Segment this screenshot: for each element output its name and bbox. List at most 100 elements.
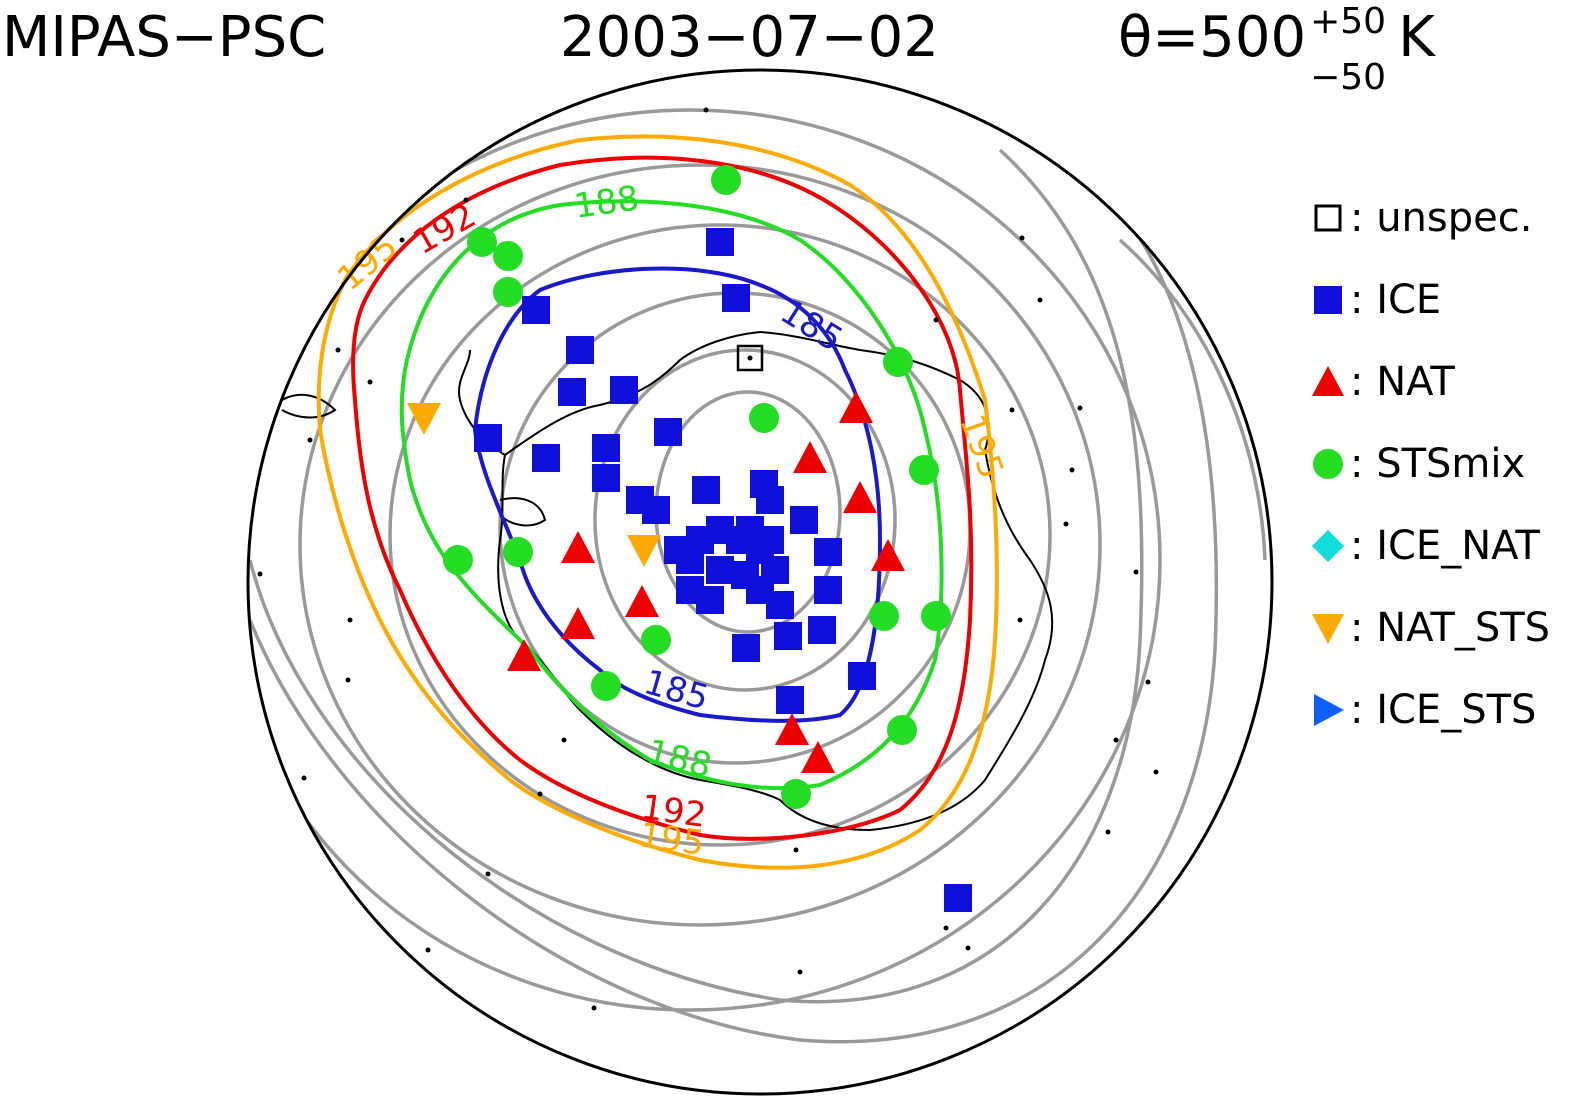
stsmix-marker [711, 165, 741, 195]
label-185-a: 185 [773, 292, 849, 360]
nat-marker [625, 585, 659, 617]
nat-sts-triangle-down-icon [1312, 614, 1344, 644]
theta-sub: −50 [1310, 57, 1387, 98]
measurement-dot [1063, 521, 1069, 527]
label-195-b: 195 [637, 815, 707, 864]
stsmix-marker [921, 601, 951, 631]
nat-marker [561, 531, 595, 563]
globe-outline [246, 68, 1274, 1096]
measurement-dot [1019, 235, 1025, 241]
nat-marker [871, 539, 905, 571]
measurement-dot [1113, 737, 1119, 743]
ice-marker [566, 336, 594, 364]
grey-contour-lines [248, 108, 1267, 1044]
legend-label-nat: : NAT [1350, 359, 1455, 405]
grey-contour-4 [388, 223, 1052, 847]
measurement-dot [399, 237, 405, 243]
legend-item-ice-nat: : ICE_NAT [1308, 518, 1540, 574]
stsmix-marker [887, 715, 917, 745]
grey-contour-2 [593, 348, 897, 692]
measurement-dot [307, 437, 313, 443]
theta-sup: +50 [1310, 1, 1387, 42]
ice-marker [774, 622, 802, 650]
ice-marker [776, 686, 804, 714]
theta-range: +50 −50 [1306, 1, 1398, 98]
legend-label-ice: : ICE [1350, 277, 1442, 323]
contour-192 [351, 155, 974, 841]
measurement-dot [965, 945, 971, 951]
ice-marker [766, 591, 794, 619]
grey-contour-7 [248, 148, 1144, 1004]
measurement-dot [537, 791, 543, 797]
stsmix-marker [641, 625, 671, 655]
unspec-icon [1314, 204, 1342, 232]
ice-marker [731, 561, 759, 589]
unspec-marker [736, 344, 764, 372]
ice-marker [654, 418, 682, 446]
nat-marker [843, 481, 877, 513]
ice-marker [756, 486, 784, 514]
grey-contour-8 [248, 168, 1219, 1044]
ice-marker [808, 616, 836, 644]
nat-triangle-icon [1312, 366, 1344, 396]
stsmix-circle-icon [1313, 449, 1343, 479]
stsmix-marker [591, 671, 621, 701]
stsmix-marker [883, 347, 913, 377]
ice-marker [756, 526, 784, 554]
measurement-dot [943, 925, 949, 931]
label-195-c: 195 [952, 409, 1012, 484]
ice-marker [592, 434, 620, 462]
legend-item-unspec: : unspec. [1308, 190, 1532, 246]
label-185-b: 185 [640, 662, 713, 718]
unspec-marker-dot [747, 355, 753, 361]
theta-unit: K [1398, 5, 1435, 70]
legend-label-unspec: : unspec. [1350, 195, 1533, 241]
legend-label-ice-sts: : ICE_STS [1350, 687, 1537, 733]
measurement-dot [591, 1005, 597, 1011]
psc-symbols [407, 165, 972, 912]
nat-marker [839, 391, 873, 423]
measurement-dot [335, 347, 341, 353]
grey-contour-6 [248, 108, 1162, 1012]
ice-marker [848, 662, 876, 690]
measurement-dot [425, 947, 431, 953]
measurement-dot [463, 197, 469, 203]
nat-marker [507, 639, 541, 671]
nat-marker [561, 607, 595, 639]
measurement-dot [485, 871, 491, 877]
legend-label-ice-nat: : ICE_NAT [1350, 523, 1540, 569]
measurement-dot [561, 737, 567, 743]
stsmix-marker [869, 601, 899, 631]
nat-sts-marker [407, 403, 441, 435]
measurement-dot [933, 317, 939, 323]
contour-185 [472, 266, 883, 723]
stsmix-marker [493, 277, 523, 307]
stsmix-marker [781, 779, 811, 809]
ice-sts-triangle-right-icon [1314, 694, 1344, 726]
measurement-dot [257, 571, 263, 577]
title-instrument: MIPAS−PSC [2, 5, 327, 70]
label-192-b: 192 [639, 787, 709, 836]
ice-marker [664, 536, 692, 564]
ice-marker [814, 576, 842, 604]
measurement-dot [347, 617, 353, 623]
ice-marker [522, 296, 550, 324]
measurement-dot [1069, 467, 1075, 473]
measurement-dot [1153, 769, 1159, 775]
nat-sts-marker [627, 535, 661, 567]
ice-square-icon [1314, 286, 1342, 314]
grey-contour-5 [298, 163, 1102, 927]
ice-marker [732, 634, 760, 662]
measurement-dot [793, 847, 799, 853]
measurement-dots [257, 107, 1159, 1011]
measurement-dot [1105, 829, 1111, 835]
legend-item-ice: : ICE [1308, 272, 1441, 328]
legend-item-ice-sts: : ICE_STS [1308, 682, 1536, 738]
ice-marker [474, 424, 502, 452]
ice-marker [532, 444, 560, 472]
title-date: 2003−07−02 [560, 5, 939, 70]
ice-marker [790, 506, 818, 534]
stsmix-marker [503, 537, 533, 567]
stsmix-marker [749, 403, 779, 433]
